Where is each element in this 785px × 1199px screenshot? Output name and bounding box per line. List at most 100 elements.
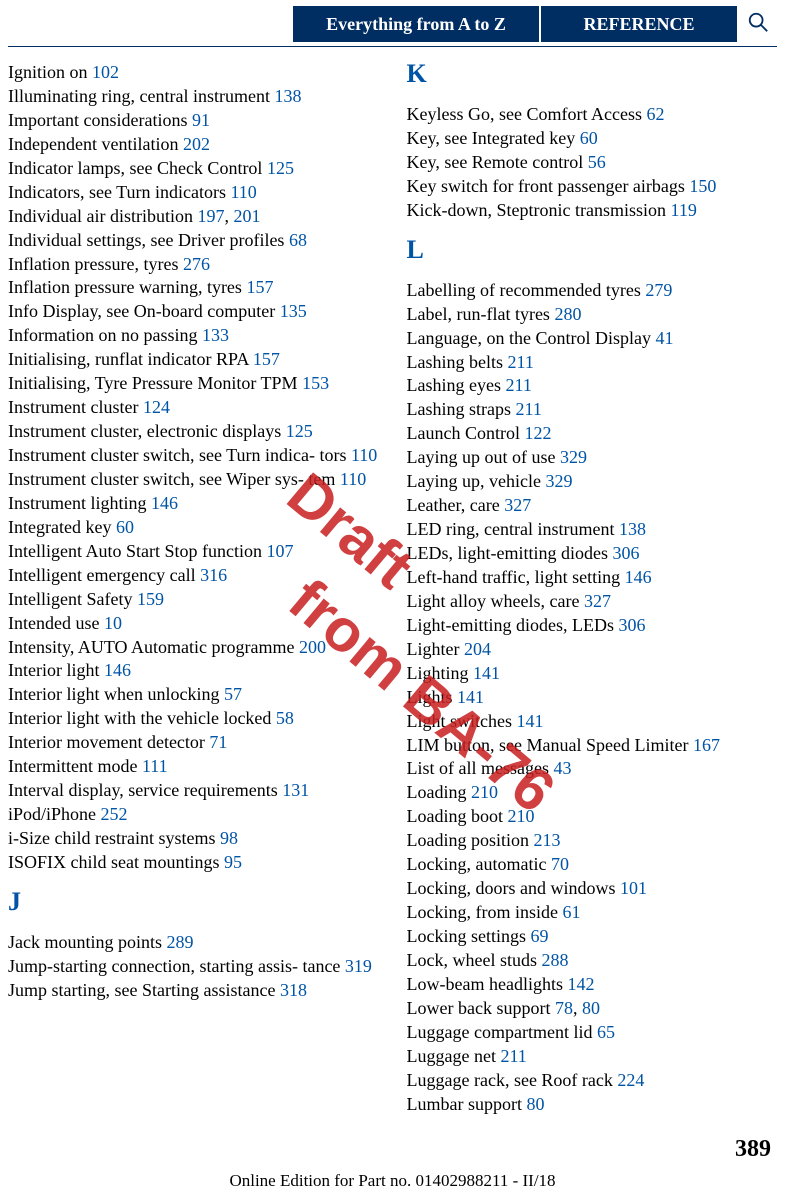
page-link[interactable]: 288 xyxy=(541,950,568,970)
page-link[interactable]: 211 xyxy=(500,1046,526,1066)
page-link[interactable]: 56 xyxy=(588,152,606,172)
page-link[interactable]: 210 xyxy=(508,806,535,826)
page-link[interactable]: 95 xyxy=(224,852,242,872)
page-link[interactable]: 211 xyxy=(505,375,531,395)
page-link[interactable]: 150 xyxy=(689,176,716,196)
page-link[interactable]: 91 xyxy=(192,110,210,130)
page-link[interactable]: 80 xyxy=(582,998,600,1018)
page-link[interactable]: 125 xyxy=(267,158,294,178)
page-link[interactable]: 125 xyxy=(286,421,313,441)
page-link[interactable]: 102 xyxy=(92,62,119,82)
page-link[interactable]: 146 xyxy=(625,567,652,587)
page-link[interactable]: 201 xyxy=(233,206,260,226)
page-link[interactable]: 210 xyxy=(471,782,498,802)
page-link[interactable]: 146 xyxy=(104,660,131,680)
index-entry-text: Info Display, see On-board computer xyxy=(8,301,280,321)
page-separator: , xyxy=(573,998,582,1018)
index-entry: Kick-down, Steptronic transmission 119 xyxy=(407,199,778,223)
page-link[interactable]: 78 xyxy=(555,998,573,1018)
page-link[interactable]: 10 xyxy=(104,613,122,633)
page-link[interactable]: 224 xyxy=(617,1070,644,1090)
page-link[interactable]: 62 xyxy=(646,104,664,124)
index-entry-text: Light-emitting diodes, LEDs xyxy=(407,615,619,635)
index-entry-text: LEDs, light-emitting diodes xyxy=(407,543,613,563)
page-link[interactable]: 167 xyxy=(693,735,720,755)
page-link[interactable]: 98 xyxy=(220,828,238,848)
index-entry: Interior light when unlocking 57 xyxy=(8,683,379,707)
index-entry: Jack mounting points 289 xyxy=(8,931,379,955)
page-link[interactable]: 61 xyxy=(562,902,580,922)
page-link[interactable]: 153 xyxy=(302,373,329,393)
page-link[interactable]: 133 xyxy=(202,325,229,345)
page-link[interactable]: 211 xyxy=(515,399,541,419)
page-link[interactable]: 41 xyxy=(655,328,673,348)
page-link[interactable]: 71 xyxy=(209,732,227,752)
page-link[interactable]: 58 xyxy=(276,708,294,728)
page-link[interactable]: 252 xyxy=(101,804,128,824)
index-entry-text: Independent ventilation xyxy=(8,134,183,154)
page-link[interactable]: 110 xyxy=(351,445,377,465)
page-link[interactable]: 60 xyxy=(116,517,134,537)
page-link[interactable]: 319 xyxy=(345,956,372,976)
page-link[interactable]: 141 xyxy=(473,663,500,683)
index-entry-text: Locking, from inside xyxy=(407,902,563,922)
page-link[interactable]: 111 xyxy=(142,756,168,776)
page-link[interactable]: 157 xyxy=(246,277,273,297)
page-link[interactable]: 327 xyxy=(504,495,531,515)
page-link[interactable]: 138 xyxy=(274,86,301,106)
page-link[interactable]: 329 xyxy=(545,471,572,491)
page-link[interactable]: 101 xyxy=(620,878,647,898)
page-link[interactable]: 119 xyxy=(670,200,696,220)
page-link[interactable]: 141 xyxy=(457,687,484,707)
header-bar: Everything from A to Z REFERENCE xyxy=(0,6,785,42)
page-link[interactable]: 57 xyxy=(224,684,242,704)
page-link[interactable]: 159 xyxy=(137,589,164,609)
page-link[interactable]: 141 xyxy=(517,711,544,731)
page-link[interactable]: 110 xyxy=(230,182,256,202)
page-link[interactable]: 211 xyxy=(508,352,534,372)
page-link[interactable]: 146 xyxy=(151,493,178,513)
page-link[interactable]: 280 xyxy=(554,304,581,324)
page-link[interactable]: 327 xyxy=(584,591,611,611)
index-entry-text: LED ring, central instrument xyxy=(407,519,619,539)
page-link[interactable]: 200 xyxy=(299,637,326,657)
page-link[interactable]: 70 xyxy=(551,854,569,874)
page-link[interactable]: 138 xyxy=(619,519,646,539)
page-link[interactable]: 142 xyxy=(567,974,594,994)
page-link[interactable]: 131 xyxy=(282,780,309,800)
page-link[interactable]: 60 xyxy=(580,128,598,148)
page-link[interactable]: 65 xyxy=(597,1022,615,1042)
index-entry: Initialising, Tyre Pressure Monitor TPM … xyxy=(8,372,379,396)
page-link[interactable]: 202 xyxy=(183,134,210,154)
page-link[interactable]: 276 xyxy=(183,254,210,274)
page-link[interactable]: 197 xyxy=(197,206,224,226)
page-link[interactable]: 122 xyxy=(524,423,551,443)
page-link[interactable]: 110 xyxy=(340,469,366,489)
page-link[interactable]: 124 xyxy=(143,397,170,417)
page-link[interactable]: 135 xyxy=(280,301,307,321)
page-link[interactable]: 204 xyxy=(464,639,491,659)
page-link[interactable]: 316 xyxy=(200,565,227,585)
index-entry-text: Key, see Integrated key xyxy=(407,128,580,148)
index-entry: Intended use 10 xyxy=(8,612,379,636)
index-entry-text: Illuminating ring, central instrument xyxy=(8,86,274,106)
page-link[interactable]: 289 xyxy=(167,932,194,952)
page-number: 389 xyxy=(735,1136,771,1163)
index-content: Ignition on 102Illuminating ring, centra… xyxy=(0,61,785,1117)
page-link[interactable]: 318 xyxy=(280,980,307,1000)
search-icon[interactable] xyxy=(739,6,777,42)
index-entry: Labelling of recommended tyres 279 xyxy=(407,279,778,303)
page-link[interactable]: 43 xyxy=(553,758,571,778)
page-link[interactable]: 213 xyxy=(534,830,561,850)
page-link[interactable]: 68 xyxy=(289,230,307,250)
page-link[interactable]: 80 xyxy=(526,1094,544,1114)
page-link[interactable]: 69 xyxy=(531,926,549,946)
page-link[interactable]: 306 xyxy=(618,615,645,635)
index-entry: Ignition on 102 xyxy=(8,61,379,85)
page-link[interactable]: 107 xyxy=(266,541,293,561)
page-link[interactable]: 306 xyxy=(612,543,639,563)
page-link[interactable]: 279 xyxy=(645,280,672,300)
page-link[interactable]: 157 xyxy=(253,349,280,369)
page-link[interactable]: 329 xyxy=(560,447,587,467)
index-entry-text: Low-beam headlights xyxy=(407,974,568,994)
